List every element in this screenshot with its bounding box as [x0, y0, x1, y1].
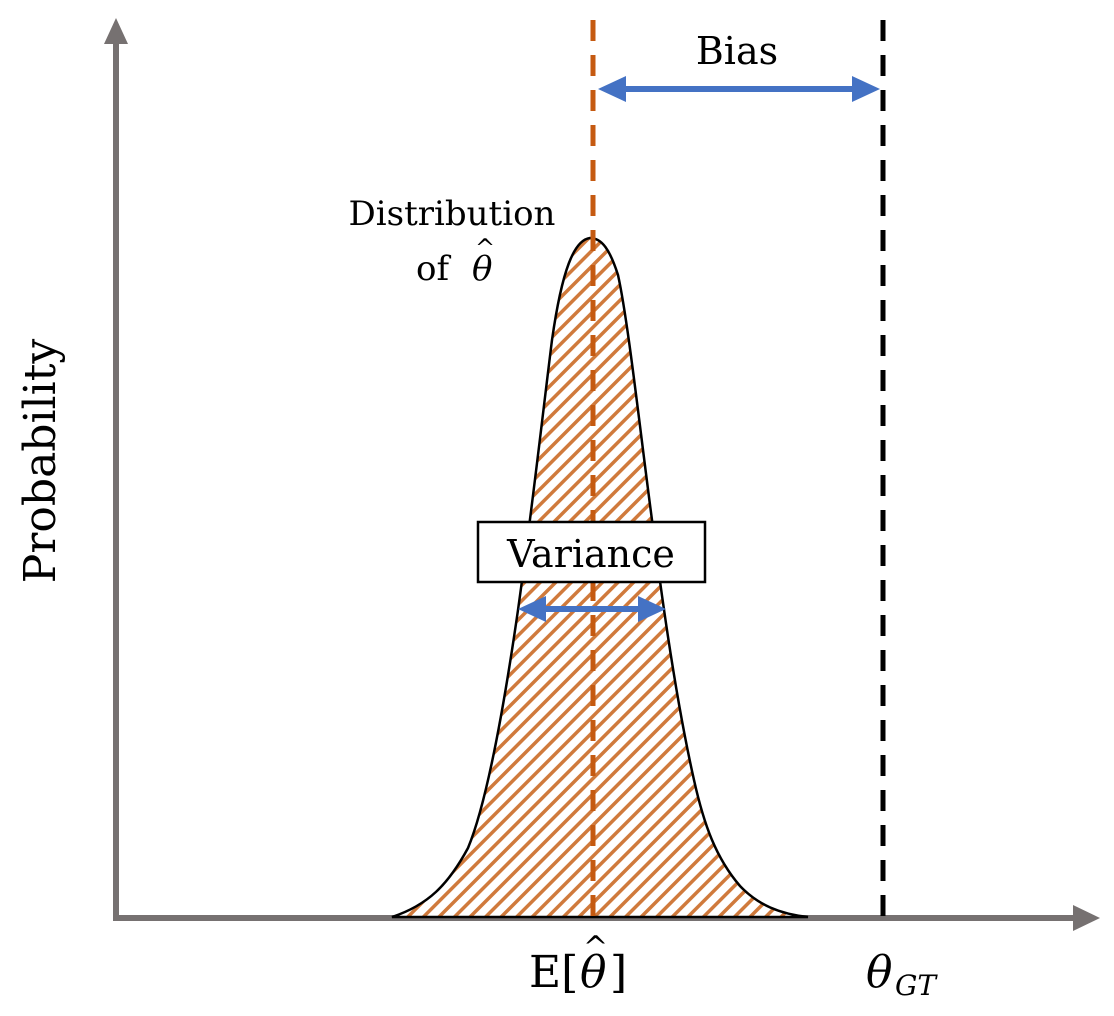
expectation-theta-hat: ^: [583, 930, 608, 965]
variance-label: Variance: [506, 532, 675, 576]
ground-truth-subscript: GT: [895, 969, 938, 1002]
distribution-label-of: of: [416, 249, 451, 289]
variance-arrow: [518, 596, 666, 622]
bias-arrow: [598, 76, 880, 102]
bias-label: Bias: [696, 29, 778, 73]
y-axis-label: Probability: [15, 339, 66, 584]
distribution-theta-symbol: θ: [472, 249, 492, 289]
expected-value-label: E[ θ ^ ]: [529, 930, 627, 998]
variance-box: [476, 520, 707, 584]
distribution-theta-hat: ^: [475, 234, 495, 262]
ground-truth-label: θ GT: [866, 947, 938, 1002]
ground-truth-theta: θ: [866, 947, 893, 998]
expectation-suffix: ]: [610, 947, 627, 998]
x-axis-arrowhead: [1073, 905, 1100, 931]
expectation-theta: θ: [580, 947, 607, 998]
distribution-label: Distribution: [349, 194, 556, 234]
y-axis-arrowhead: [104, 18, 128, 44]
expectation-prefix: E[: [529, 947, 578, 998]
